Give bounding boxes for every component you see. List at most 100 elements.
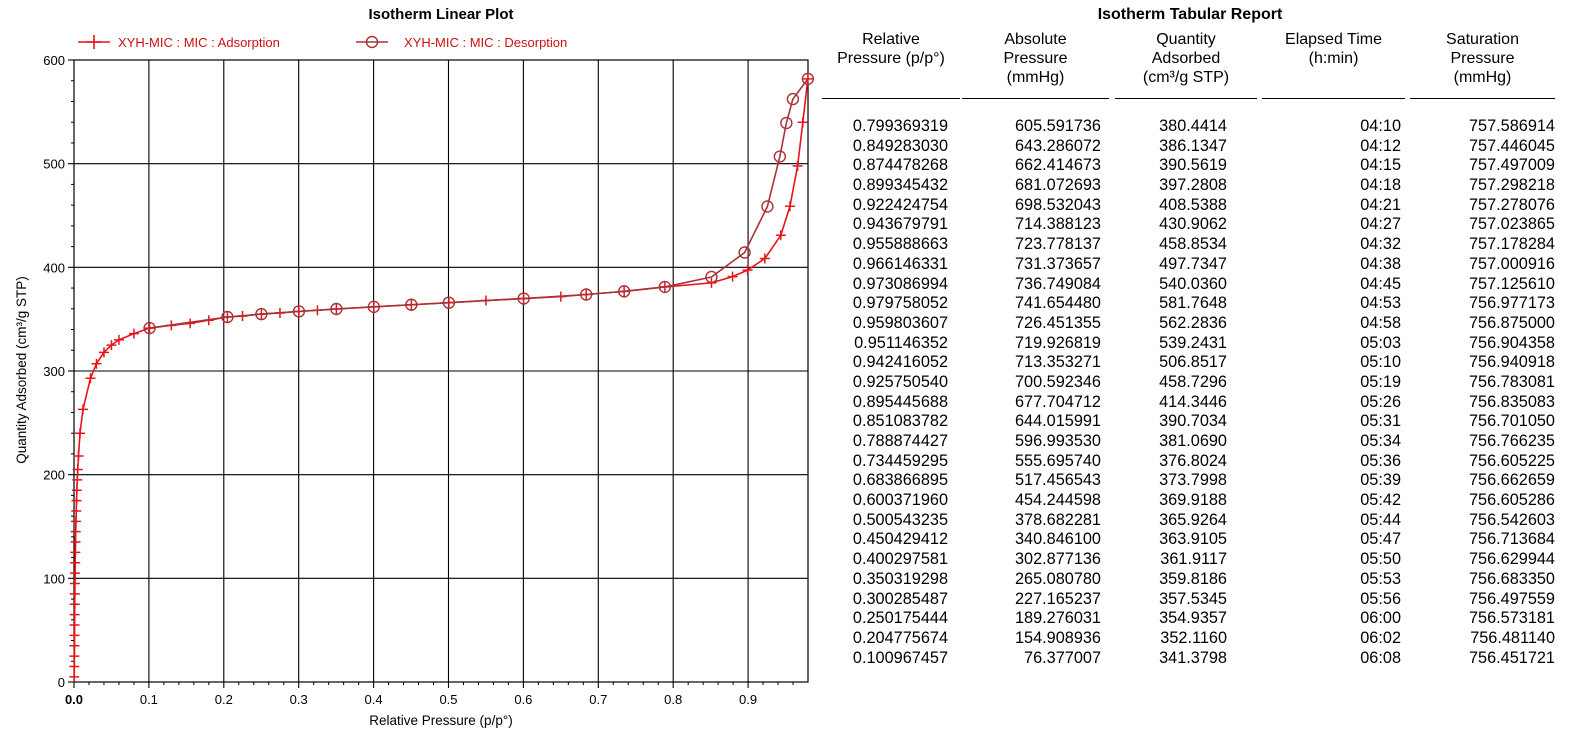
table-cell-absolute-pressure: 643.286072 bbox=[1014, 136, 1101, 155]
table-cell-relative-pressure: 0.600371960 bbox=[852, 491, 948, 510]
adsorption-point bbox=[69, 609, 80, 620]
table-cell-elapsed-time: 05:03 bbox=[1360, 333, 1401, 352]
adsorption-point bbox=[70, 526, 81, 537]
series-desorption bbox=[143, 72, 815, 335]
adsorption-point bbox=[727, 271, 738, 282]
table-cell-relative-pressure: 0.874478268 bbox=[852, 156, 948, 175]
table-cell-relative-pressure: 0.922424754 bbox=[852, 195, 948, 214]
table-cell-elapsed-time: 05:36 bbox=[1360, 451, 1401, 470]
table-cell-quantity-adsorbed: 354.9357 bbox=[1159, 609, 1227, 628]
table-cell-saturation-pressure: 757.125610 bbox=[1468, 274, 1555, 293]
adsorption-point bbox=[73, 451, 84, 462]
column-elapsed-time: Elapsed Time (h:min) 04:10 04:12 04:15 04:18… bbox=[1262, 30, 1405, 668]
desorption-point bbox=[143, 321, 156, 335]
table-cell-saturation-pressure: 757.497009 bbox=[1468, 156, 1555, 175]
table-cell-quantity-adsorbed: 361.9117 bbox=[1160, 550, 1227, 569]
column-header-line: Elapsed Time bbox=[1285, 31, 1382, 48]
y-tick-label: 300 bbox=[43, 364, 65, 379]
adsorption-point bbox=[106, 340, 117, 351]
x-tick-label: 0.5 bbox=[439, 692, 457, 707]
table-cell-saturation-pressure: 756.451721 bbox=[1468, 648, 1555, 667]
plot-title: Isotherm Linear Plot bbox=[368, 6, 513, 23]
table-cell-quantity-adsorbed: 539.2431 bbox=[1159, 333, 1227, 352]
table-cell-quantity-adsorbed: 540.0360 bbox=[1159, 274, 1227, 293]
y-tick-label: 200 bbox=[43, 468, 65, 483]
table-cell-saturation-pressure: 756.573181 bbox=[1468, 609, 1555, 628]
table-cell-relative-pressure: 0.100967457 bbox=[852, 648, 948, 667]
table-cell-quantity-adsorbed: 506.8517 bbox=[1159, 353, 1227, 372]
desorption-point bbox=[367, 300, 381, 314]
table-cell-absolute-pressure: 378.682281 bbox=[1014, 510, 1101, 529]
column-header-line: (cm³/g STP) bbox=[1142, 69, 1230, 86]
table-cell-saturation-pressure: 756.835083 bbox=[1468, 392, 1555, 411]
adsorption-point bbox=[69, 578, 80, 589]
desorption-point bbox=[221, 310, 234, 324]
adsorption-point bbox=[72, 474, 83, 485]
table-cell-quantity-adsorbed: 369.9188 bbox=[1159, 491, 1227, 510]
adsorption-point bbox=[69, 630, 80, 641]
table-cell-absolute-pressure: 741.654480 bbox=[1014, 294, 1101, 313]
adsorption-point bbox=[113, 334, 124, 345]
desorption-point bbox=[255, 307, 268, 321]
table-cell-saturation-pressure: 757.586914 bbox=[1468, 117, 1555, 135]
adsorption-point bbox=[784, 201, 795, 212]
adsorption-point bbox=[71, 495, 82, 506]
x-tick-label: 0.6 bbox=[514, 692, 532, 707]
table-cell-absolute-pressure: 265.080780 bbox=[1014, 569, 1101, 588]
table-cell-absolute-pressure: 726.451355 bbox=[1014, 313, 1101, 332]
table-cell-absolute-pressure: 596.993530 bbox=[1014, 432, 1101, 450]
table-cell-elapsed-time: 05:26 bbox=[1360, 392, 1401, 411]
table-cell-relative-pressure: 0.849283030 bbox=[852, 136, 948, 155]
table-cell-elapsed-time: 05:50 bbox=[1360, 550, 1401, 569]
adsorption-point bbox=[69, 640, 80, 651]
desorption-line bbox=[149, 78, 809, 329]
table-cell-absolute-pressure: 340.846100 bbox=[1014, 530, 1101, 549]
column-header-line: Relative bbox=[862, 31, 920, 48]
table-cell-elapsed-time: 04:38 bbox=[1360, 254, 1401, 273]
table-cell-relative-pressure: 0.250175444 bbox=[852, 609, 948, 628]
table-cell-absolute-pressure: 731.373657 bbox=[1014, 254, 1101, 273]
isotherm-linear-plot: Isotherm Linear Plot XYH-MIC : MIC : Ads… bbox=[14, 6, 815, 728]
y-tick-label: 600 bbox=[43, 53, 65, 68]
adsorption-point bbox=[77, 404, 88, 415]
table-cell-saturation-pressure: 757.000916 bbox=[1468, 254, 1555, 273]
series-adsorption bbox=[69, 73, 813, 682]
table-cell-relative-pressure: 0.500543235 bbox=[852, 510, 948, 529]
table-cell-quantity-adsorbed: 397.2808 bbox=[1159, 176, 1227, 195]
table-cell-elapsed-time: 05:19 bbox=[1360, 372, 1401, 391]
adsorption-point bbox=[69, 619, 80, 630]
column-header-quantity-adsorbed: Quantity Adsorbed (cm³/g STP) bbox=[1115, 30, 1257, 99]
table-cell-absolute-pressure: 662.414673 bbox=[1014, 156, 1101, 175]
table-cell-relative-pressure: 0.300285487 bbox=[852, 589, 948, 608]
table-cell-saturation-pressure: 756.542603 bbox=[1468, 510, 1555, 529]
table-cell-elapsed-time: 05:42 bbox=[1360, 491, 1401, 510]
y-tick-label: 400 bbox=[43, 260, 65, 275]
x-axis-ticks: 0.0 0.1 0.2 0.3 0.4 0.5 0.6 0.7 0.8 0.9 bbox=[65, 682, 794, 707]
table-cell-absolute-pressure: 700.592346 bbox=[1014, 372, 1101, 391]
table-cell-elapsed-time: 04:21 bbox=[1360, 195, 1401, 214]
table-cell-quantity-adsorbed: 386.1347 bbox=[1159, 136, 1227, 155]
adsorption-point bbox=[742, 265, 753, 276]
x-tick-label: 0.0 bbox=[65, 692, 83, 707]
adsorption-point bbox=[759, 253, 770, 264]
x-tick-label: 0.8 bbox=[664, 692, 682, 707]
table-cell-elapsed-time: 05:47 bbox=[1360, 530, 1401, 549]
table-cell-relative-pressure: 0.959803607 bbox=[852, 313, 948, 332]
table-cell-saturation-pressure: 756.629944 bbox=[1468, 550, 1555, 569]
table-cell-saturation-pressure: 756.977173 bbox=[1468, 294, 1555, 313]
column-header-absolute-pressure: Absolute Pressure (mmHg) bbox=[962, 30, 1109, 99]
table-cell-absolute-pressure: 681.072693 bbox=[1014, 176, 1101, 195]
table-cell-saturation-pressure: 756.605225 bbox=[1468, 451, 1555, 470]
x-tick-label: 0.4 bbox=[365, 692, 383, 707]
table-cell-absolute-pressure: 454.244598 bbox=[1014, 491, 1101, 510]
column-header-line: (mmHg) bbox=[1006, 69, 1065, 86]
table-cell-relative-pressure: 0.899345432 bbox=[852, 176, 948, 195]
table-cell-absolute-pressure: 698.532043 bbox=[1014, 195, 1101, 214]
column-header-line: (h:min) bbox=[1308, 50, 1359, 67]
table-cell-absolute-pressure: 76.377007 bbox=[1024, 648, 1101, 667]
column-header-line: (mmHg) bbox=[1453, 69, 1512, 86]
table-cell-quantity-adsorbed: 357.5345 bbox=[1159, 589, 1227, 608]
table-cell-relative-pressure: 0.966146331 bbox=[852, 254, 948, 273]
adsorption-point bbox=[74, 428, 85, 439]
desorption-point bbox=[738, 246, 751, 259]
